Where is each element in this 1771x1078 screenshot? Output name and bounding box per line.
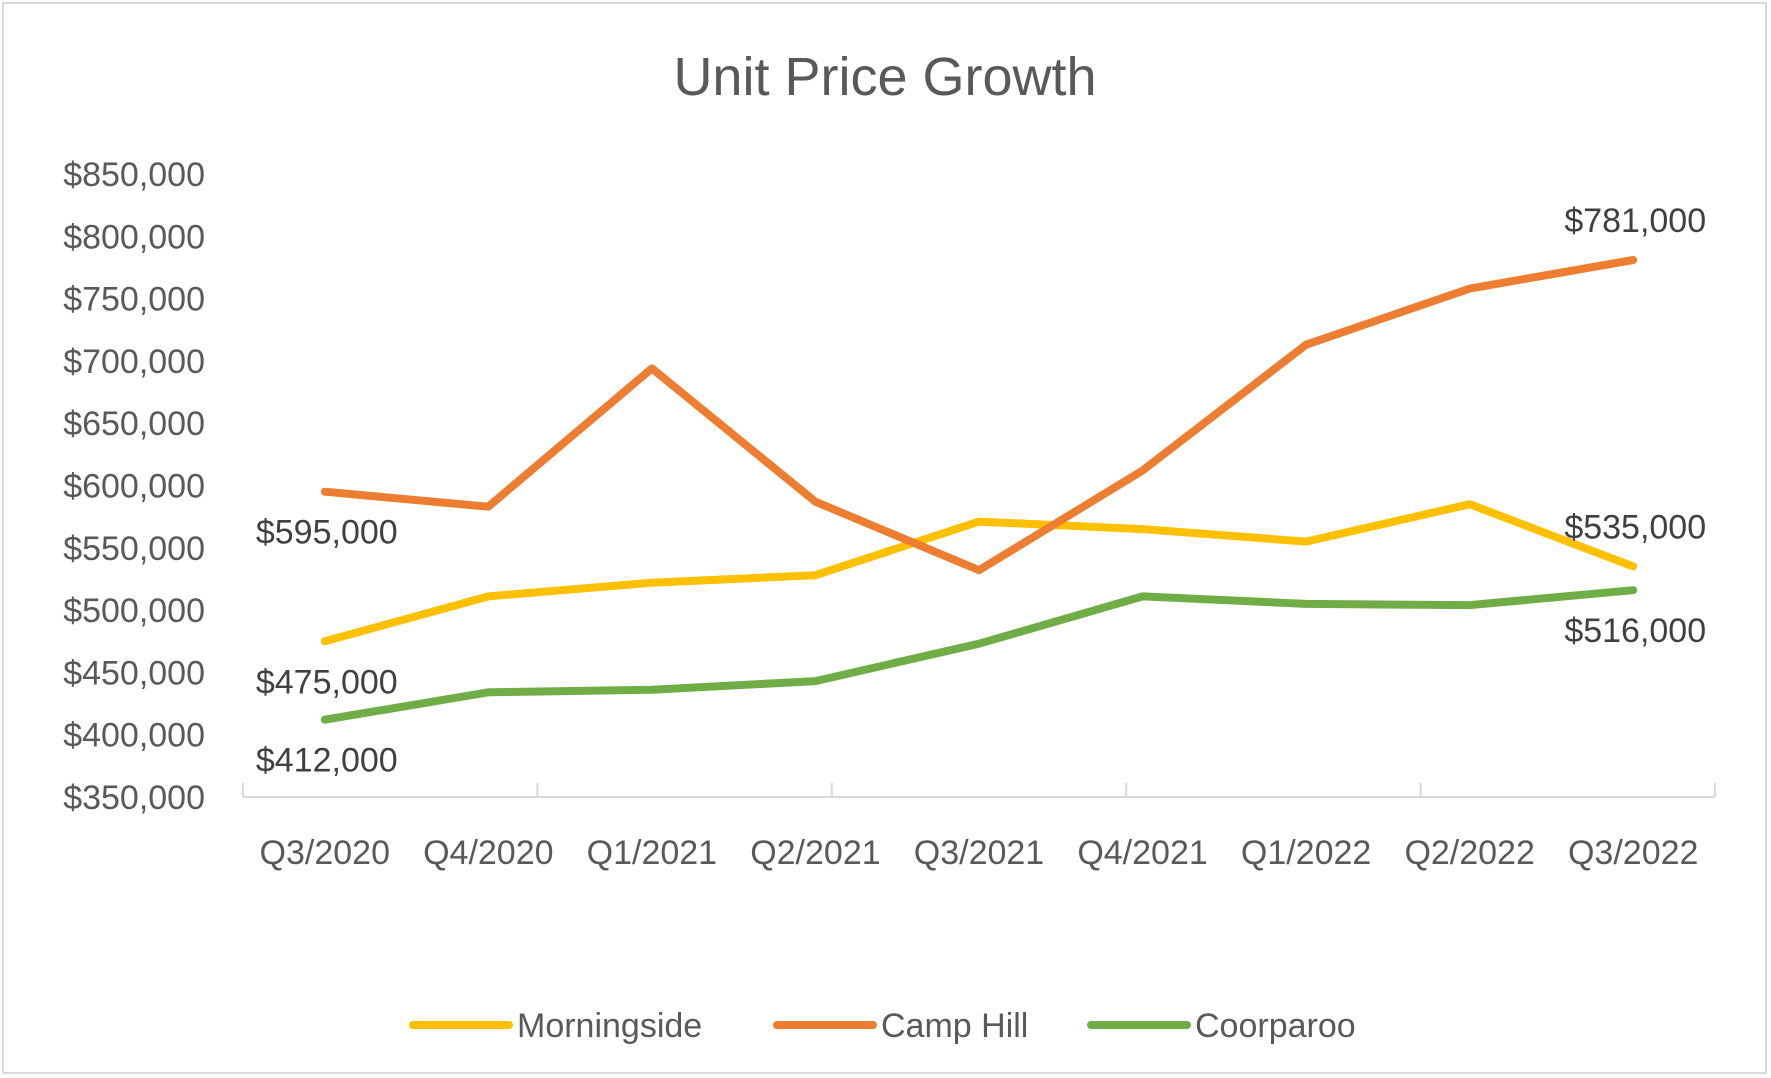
x-tick-label: Q1/2022 (1241, 834, 1371, 872)
y-tick-label: $550,000 (63, 530, 205, 568)
y-tick-label: $500,000 (63, 592, 205, 630)
x-axis (242, 783, 1716, 798)
x-tick-label: Q3/2020 (260, 834, 390, 872)
y-tick-label: $750,000 (63, 281, 205, 319)
y-tick-label: $650,000 (63, 405, 205, 443)
y-tick-label: $400,000 (63, 717, 205, 755)
data-label: $412,000 (256, 742, 398, 780)
legend-label: Coorparoo (1195, 1007, 1356, 1045)
y-tick-label: $850,000 (63, 156, 205, 194)
legend: Morningside Camp Hill Coorparoo (409, 1007, 1356, 1045)
x-axis-ticks: Q3/2020 Q4/2020 Q1/2021 Q2/2021 Q3/2021 Q4/20… (260, 834, 1699, 872)
y-axis-ticks: $350,000 $400,000 $450,000 $500,000 $550,000… (63, 156, 205, 817)
data-labels: $595,000 $475,000 $412,000 $781,000 $535,000… (256, 202, 1706, 780)
data-label: $516,000 (1564, 612, 1706, 650)
chart-title: Unit Price Growth (673, 47, 1096, 107)
y-tick-label: $800,000 (63, 218, 205, 256)
x-tick-label: Q4/2020 (423, 834, 553, 872)
y-tick-label: $350,000 (63, 779, 205, 817)
legend-label: Morningside (517, 1007, 702, 1045)
data-label: $781,000 (1564, 202, 1706, 240)
x-tick-label: Q3/2022 (1568, 834, 1698, 872)
data-label: $475,000 (256, 663, 398, 701)
x-tick-label: Q3/2021 (914, 834, 1044, 872)
y-tick-label: $600,000 (63, 468, 205, 506)
legend-label: Camp Hill (881, 1007, 1028, 1045)
x-tick-label: Q2/2022 (1404, 834, 1534, 872)
y-tick-label: $700,000 (63, 343, 205, 381)
y-tick-label: $450,000 (63, 654, 205, 692)
data-label: $535,000 (1564, 508, 1706, 546)
series-lines (320, 256, 1638, 724)
series-line-camp-hill (320, 256, 1638, 575)
x-tick-label: Q1/2021 (587, 834, 717, 872)
series-line-coorparoo (320, 586, 1638, 724)
x-tick-label: Q2/2021 (750, 834, 880, 872)
data-label: $595,000 (256, 514, 398, 552)
x-tick-label: Q4/2021 (1077, 834, 1207, 872)
series-line-morningside (320, 500, 1638, 646)
